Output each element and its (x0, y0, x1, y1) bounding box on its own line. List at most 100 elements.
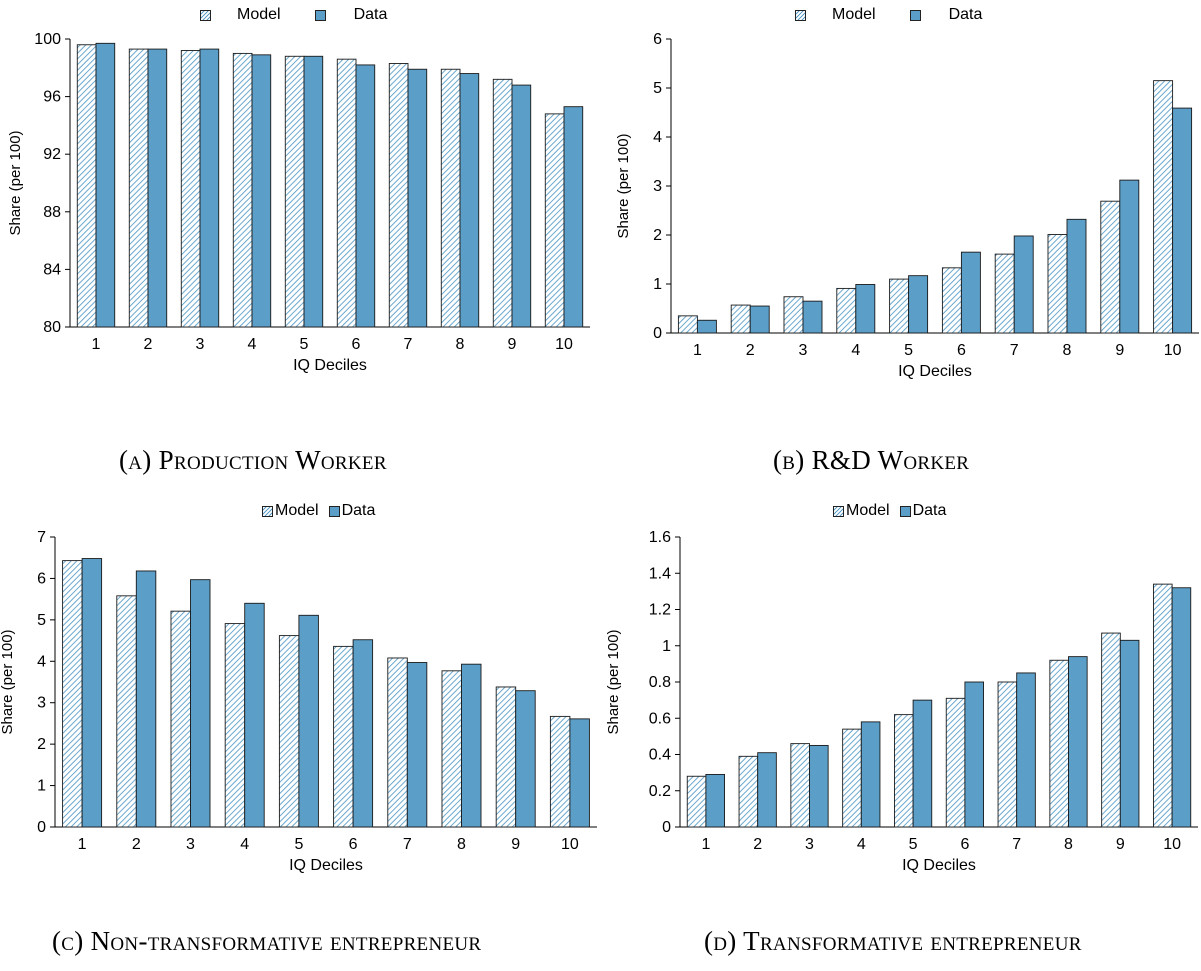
legend-label-model: Model (237, 6, 281, 23)
bar-model-7 (997, 681, 1018, 828)
bar-data-10 (1171, 587, 1192, 828)
y-axis-label: Share (per 100) (605, 629, 622, 734)
bar-model-5 (284, 55, 305, 328)
bar-model-2 (128, 48, 149, 328)
bar-data-7 (1013, 235, 1034, 334)
bar-data-7 (407, 68, 428, 328)
x-tick-label: 1 (78, 836, 87, 853)
y-tick-label: 0 (662, 819, 671, 836)
bar-model-3 (790, 743, 810, 828)
legend-label-data: Data (341, 502, 376, 519)
x-tick-label: 6 (352, 336, 361, 353)
bar-data-8 (1066, 218, 1087, 334)
bar-data-4 (244, 602, 265, 828)
legend-swatch-data (328, 505, 340, 517)
legend-swatch-model (795, 9, 806, 21)
y-tick-label: 7 (37, 529, 46, 546)
bar-data-9 (511, 84, 532, 328)
caption-b: (b) R&D Worker (773, 445, 970, 475)
y-tick-label: 1.2 (649, 602, 671, 619)
x-axis-label: IQ Deciles (293, 357, 367, 374)
x-tick-label: 2 (132, 836, 141, 853)
bar-data-8 (1068, 656, 1088, 828)
legend-swatch-model (833, 505, 844, 517)
chart-legend: Model Data (795, 6, 982, 24)
x-tick-label: 1 (92, 336, 101, 353)
x-tick-label: 6 (960, 836, 969, 853)
x-tick-label: 2 (753, 836, 762, 853)
bar-data-4 (855, 284, 876, 334)
legend-label-model: Model (832, 6, 876, 23)
bar-model-10 (544, 113, 565, 328)
bar-model-8 (441, 670, 462, 828)
bar-model-2 (730, 304, 751, 334)
legend-label-data: Data (912, 502, 947, 519)
y-tick-label: 0.6 (649, 710, 671, 727)
y-tick-label: 1 (653, 276, 662, 293)
bar-model-9 (1100, 200, 1121, 334)
x-tick-label: 7 (404, 336, 413, 353)
x-tick-label: 8 (457, 836, 466, 853)
chart-panel-c: Model Data 0 1 2 3 4 5 6 7 Share (per 100) 1 2 3 4 5 6… (0, 490, 600, 971)
chart-legend: Model Data (262, 502, 375, 520)
x-axis-label: IQ Deciles (289, 857, 363, 874)
bar-data-9 (1119, 639, 1140, 828)
x-axis-label: IQ Deciles (902, 857, 976, 874)
x-axis-label: IQ Deciles (898, 363, 972, 380)
bar-model-8 (440, 68, 461, 328)
legend-label-data: Data (948, 6, 983, 23)
y-tick-label: 80 (43, 319, 61, 336)
bar-model-8 (1049, 659, 1069, 828)
bar-data-6 (355, 64, 376, 328)
bar-data-1 (81, 558, 103, 828)
x-tick-label: 10 (1164, 342, 1182, 359)
legend-swatch-data (314, 9, 326, 21)
x-tick-label: 9 (511, 836, 520, 853)
x-tick-label: 3 (805, 836, 814, 853)
bar-data-6 (960, 251, 981, 334)
bar-model-5 (894, 714, 914, 828)
bar-data-8 (459, 73, 480, 328)
x-tick-label: 7 (1010, 342, 1019, 359)
bar-model-2 (116, 595, 137, 828)
bar-data-3 (802, 300, 823, 334)
x-tick-label: 6 (349, 836, 358, 853)
bar-model-8 (1047, 234, 1068, 334)
bar-model-1 (686, 775, 707, 828)
legend-swatch-data (909, 9, 921, 21)
x-tick-label: 4 (240, 836, 249, 853)
x-tick-label: 3 (186, 836, 195, 853)
bar-model-6 (945, 697, 966, 828)
bar-data-10 (569, 718, 590, 828)
y-tick-label: 1.4 (649, 565, 671, 582)
bar-model-3 (170, 610, 191, 828)
y-tick-label: 6 (37, 570, 46, 587)
bar-model-4 (842, 728, 862, 828)
x-tick-label: 5 (909, 836, 918, 853)
x-tick-label: 7 (403, 836, 412, 853)
bar-model-10 (1153, 583, 1173, 828)
x-tick-label: 1 (701, 836, 710, 853)
legend-swatch-model (200, 9, 211, 21)
legend-swatch-data (899, 505, 911, 517)
y-tick-label: 4 (653, 129, 662, 146)
chart-legend: Model Data (200, 6, 387, 24)
x-tick-label: 8 (1063, 342, 1072, 359)
chart-legend: Model Data (833, 502, 946, 520)
bar-data-2 (749, 305, 770, 334)
bar-model-9 (1101, 632, 1121, 828)
chart-panel-d: Model Data 0 0.2 0.4 0.6 0.8 1 1.2 1.4 1.6 Share … (600, 490, 1201, 971)
y-tick-label: 6 (653, 31, 662, 48)
bar-chart-non-transformative-entrepreneur: 0 1 2 3 4 5 6 7 Share (per 100) 1 2 3 4 5 6 7 8 9 10 IQ Dec… (0, 529, 597, 874)
y-tick-label: 1 (37, 778, 46, 795)
y-tick-label: 3 (37, 695, 46, 712)
x-tick-label: 1 (693, 342, 702, 359)
y-tick-label: 0 (37, 819, 46, 836)
y-tick-label: 5 (653, 80, 662, 97)
bar-data-2 (135, 570, 157, 828)
bar-data-4 (251, 54, 272, 328)
y-tick-label: 5 (37, 612, 46, 629)
x-tick-label: 10 (561, 836, 579, 853)
y-axis-label: Share (per 100) (0, 629, 16, 734)
bar-model-1 (76, 44, 97, 328)
